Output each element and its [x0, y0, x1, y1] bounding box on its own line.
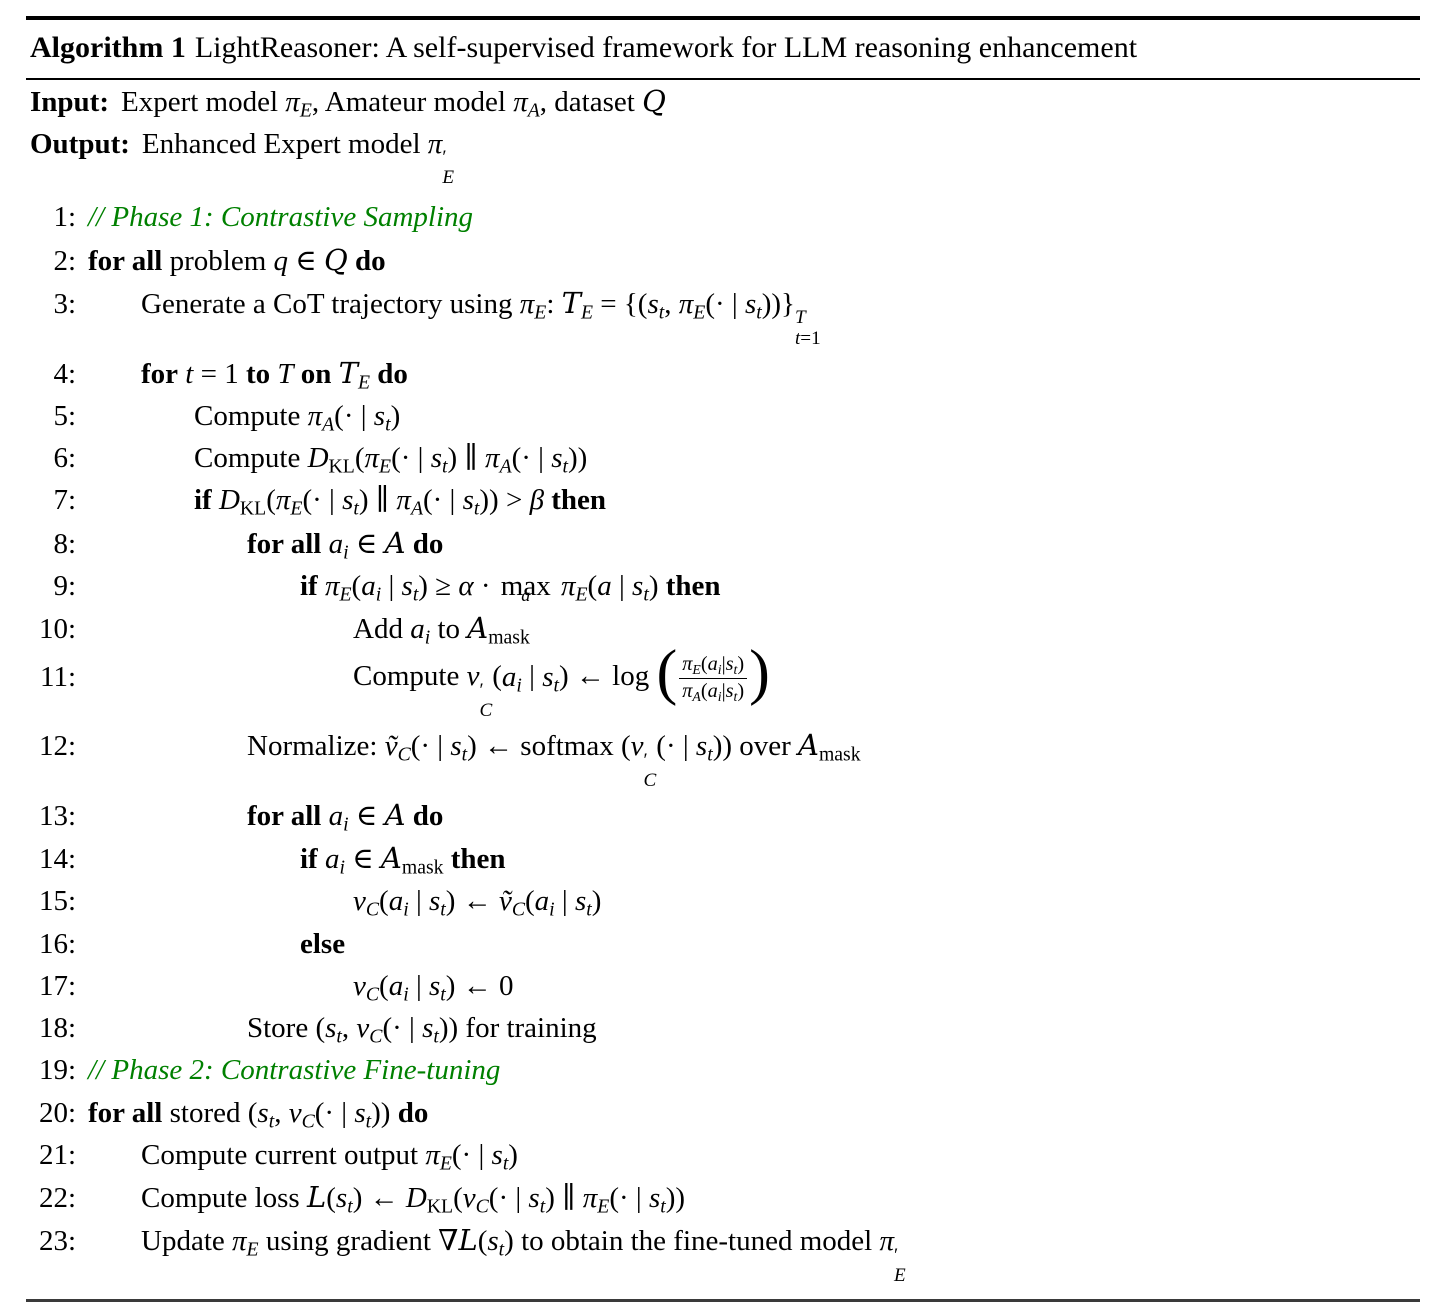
header-divider-rule [26, 77, 1420, 80]
line-number: 15: [38, 885, 76, 918]
line-number: 7: [53, 484, 76, 517]
line-number: 12: [38, 730, 76, 763]
output-text: Enhanced Expert model π ′ E [141, 127, 455, 189]
input-text: Expert model πE, Amateur model πA, datas… [121, 83, 666, 122]
algo-line-6: 6: Compute DKL(πE(· | st) ∥ πA(· | st)) [26, 437, 1420, 479]
line-content: if DKL(πE(· | st) ∥ πA(· | st)) > β then [194, 484, 607, 520]
line-number: 20: [38, 1096, 76, 1129]
top-rule [26, 16, 1420, 20]
line-content: for all ai ∈ A do [247, 797, 444, 836]
line-content: // Phase 1: Contrastive Sampling [88, 201, 474, 234]
algo-line-8: 8: for all ai ∈ A do [26, 522, 1420, 565]
algo-line-18: 18: Store (st, vC(· | st)) for training [26, 1007, 1420, 1049]
algo-line-5: 5: Compute πA(· | st) [26, 395, 1420, 437]
algorithm-label: Algorithm 1 [30, 31, 186, 64]
line-content: Compute πA(· | st) [194, 399, 401, 436]
line-content: Normalize: ṽC(· | st) ← softmax (v ′ C (· |… [247, 728, 861, 791]
line-number: 10: [38, 613, 76, 646]
line-number: 5: [53, 399, 76, 432]
line-number: 4: [53, 357, 76, 390]
line-number: 17: [38, 969, 76, 1002]
line-number: 1: [53, 201, 76, 234]
line-content: for all problem q ∈ Q do [88, 242, 386, 277]
algo-line-12: 12: Normalize: ṽC(· | st) ← softmax (v ′ C(… [26, 724, 1420, 794]
line-number: 11: [40, 660, 76, 693]
line-content: Compute current output πE(· | st) [141, 1138, 518, 1175]
algorithm-title: LightReasoner: A self-supervised framewo… [194, 31, 1138, 64]
line-content: // Phase 2: Contrastive Fine-tuning [88, 1054, 501, 1087]
line-content: for all ai ∈ A do [247, 525, 444, 564]
algo-line-17: 17: vC(ai | st) ← 0 [26, 965, 1420, 1007]
input-label: Input: [30, 85, 109, 118]
paper-page: { "header": { "label": "Algorithm 1", "t… [26, 16, 1420, 1302]
output-row: Output: Enhanced Expert model π ′ E [26, 123, 1420, 192]
line-content: Compute v ′ C (ai | st) ← log (πE(ai|st) πA(… [353, 637, 770, 722]
algo-line-9: 9: if πE(ai | st) ≥ α · max a πE(a | st) t… [26, 565, 1420, 607]
algorithm-header: Algorithm 1 LightReasoner: A self-supervi… [26, 20, 1420, 78]
line-number: 19: [38, 1054, 76, 1087]
line-content: Compute loss L(st) ← DKL(vC(· | st) ∥ πE… [141, 1180, 686, 1218]
line-number: 16: [38, 927, 76, 960]
output-label: Output: [30, 127, 130, 160]
line-content: Store (st, vC(· | st)) for training [247, 1012, 597, 1048]
line-content: Compute DKL(πE(· | st) ∥ πA(· | st)) [194, 442, 588, 478]
line-content: Update πE using gradient ∇L(st) to obtai… [141, 1223, 906, 1287]
algo-line-20: 20: for all stored (st, vC(· | st)) do [26, 1092, 1420, 1134]
algo-line-11: 11: Compute v ′ C (ai | st) ← log (πE(ai|st)… [26, 637, 1420, 724]
line-content: Generate a CoT trajectory using πE: TE =… [141, 285, 821, 349]
algo-line-10: 10: Add ai to Amask [26, 607, 1420, 650]
line-number: 6: [53, 442, 76, 475]
algo-line-23: 23: Update πE using gradient ∇L(st) to ob… [26, 1219, 1420, 1289]
line-content: vC(ai | st) ← ṽC(ai | st) [353, 885, 602, 921]
line-number: 13: [38, 799, 76, 832]
algo-line-2: 2: for all problem q ∈ Q do [26, 239, 1420, 282]
algo-line-14: 14: if ai ∈ Amask then [26, 837, 1420, 880]
algo-line-13: 13: for all ai ∈ A do [26, 794, 1420, 837]
algo-line-22: 22: Compute loss L(st) ← DKL(vC(· | st) ∥… [26, 1176, 1420, 1219]
line-number: 18: [38, 1012, 76, 1045]
line-content: else [300, 927, 346, 960]
line-number: 22: [38, 1182, 76, 1215]
line-content: if πE(ai | st) ≥ α · max a πE(a | st) the… [300, 569, 721, 606]
input-row: Input: Expert model πE, Amateur model πA,… [26, 80, 1420, 123]
line-content: for all stored (st, vC(· | st)) do [88, 1096, 429, 1133]
algo-line-7: 7: if DKL(πE(· | st) ∥ πA(· | st)) > β th… [26, 479, 1420, 521]
line-content: Add ai to Amask [353, 611, 530, 649]
line-number: 2: [53, 244, 76, 277]
line-content: for t = 1 to T on TE do [141, 355, 408, 394]
line-number: 9: [53, 569, 76, 602]
line-number: 23: [38, 1225, 76, 1258]
algo-line-1: 1: // Phase 1: Contrastive Sampling [26, 196, 1420, 238]
algo-line-4: 4: for t = 1 to T on TE do [26, 352, 1420, 395]
line-content: vC(ai | st) ← 0 [353, 969, 514, 1006]
algo-line-15: 15: vC(ai | st) ← ṽC(ai | st) [26, 880, 1420, 922]
algorithm-lines: 1: // Phase 1: Contrastive Sampling 2: for … [26, 196, 1420, 1289]
line-number: 3: [53, 287, 76, 320]
line-number: 8: [53, 527, 76, 560]
algo-line-16: 16: else [26, 923, 1420, 965]
line-number: 21: [38, 1138, 76, 1171]
line-content: if ai ∈ Amask then [300, 841, 506, 879]
line-number: 14: [38, 843, 76, 876]
algo-line-21: 21: Compute current output πE(· | st) [26, 1134, 1420, 1176]
algo-line-3: 3: Generate a CoT trajectory using πE: TE… [26, 282, 1420, 352]
algo-line-19: 19: // Phase 2: Contrastive Fine-tuning [26, 1049, 1420, 1091]
